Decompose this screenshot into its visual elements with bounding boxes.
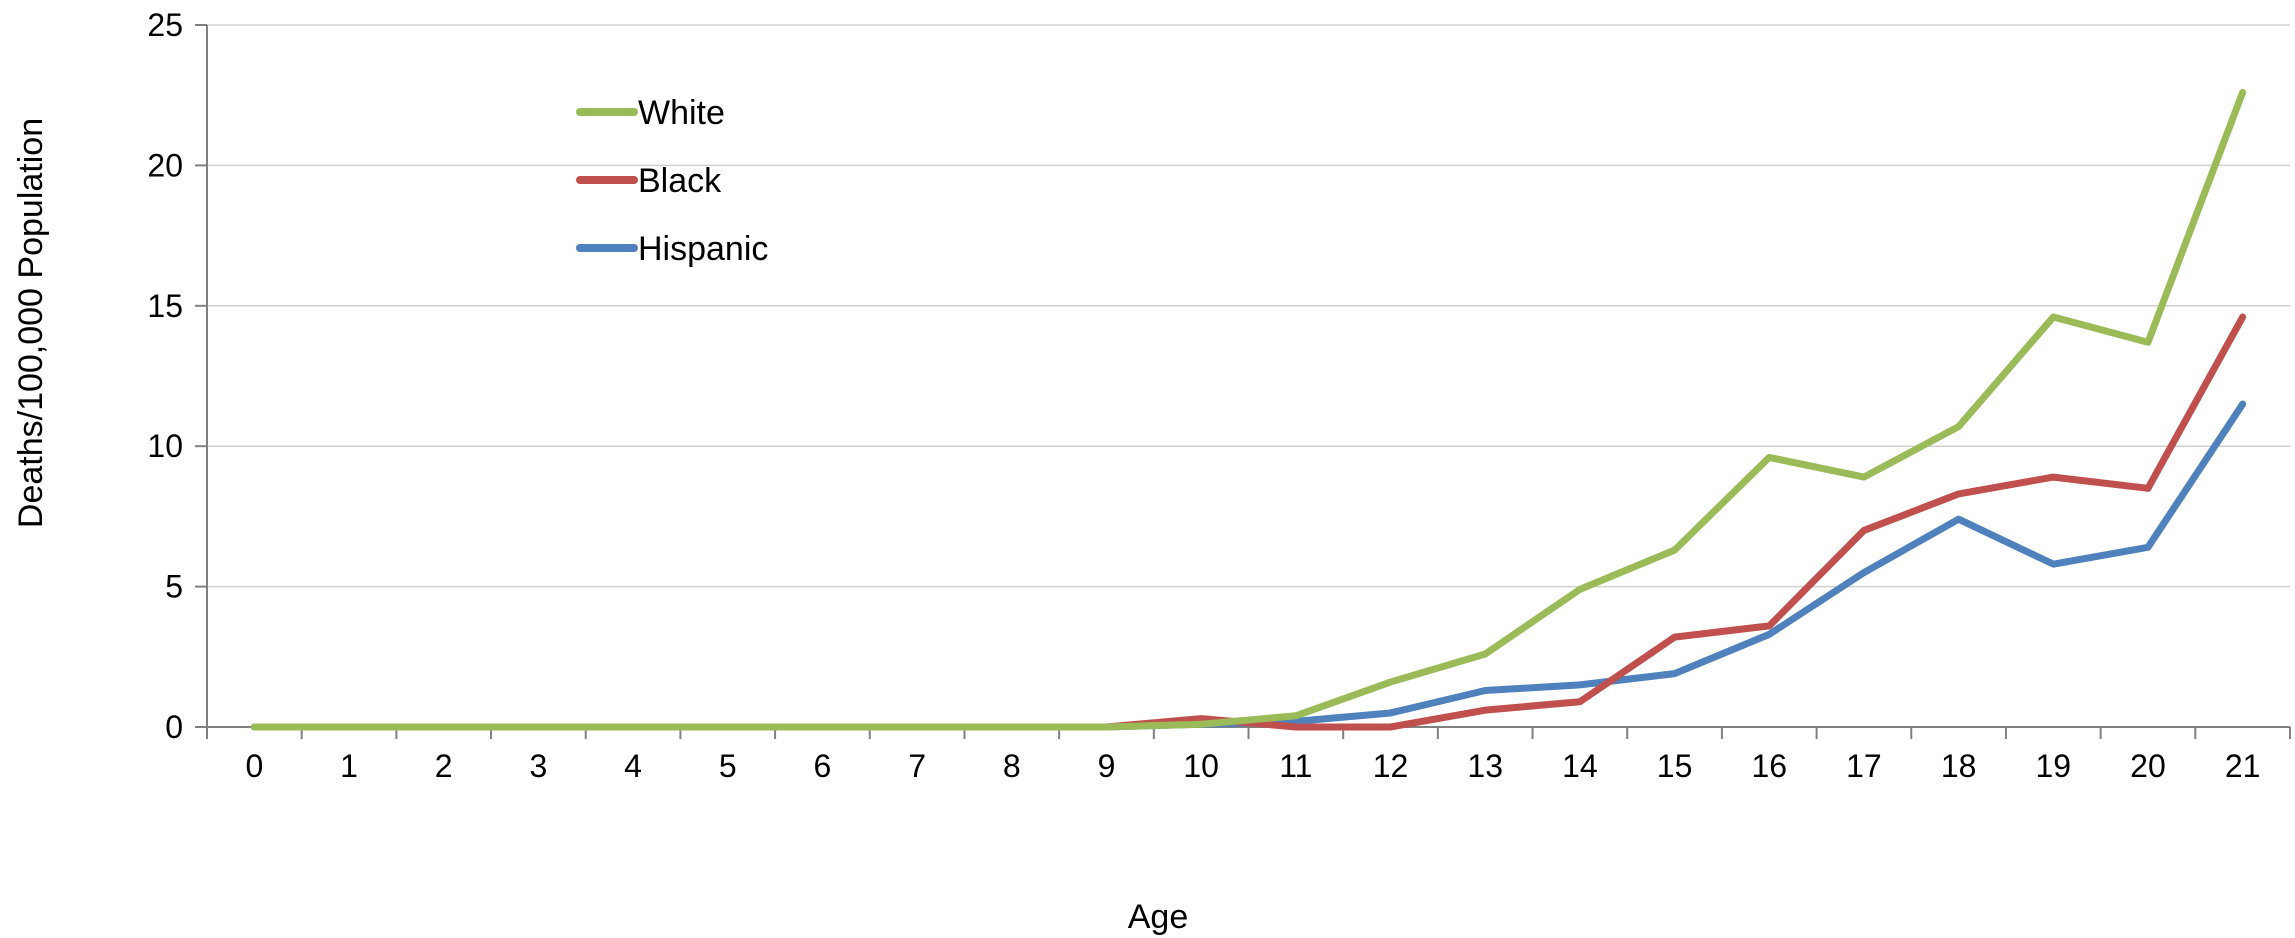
x-tick-label: 13 — [1467, 748, 1503, 784]
y-tick-label: 5 — [165, 569, 183, 605]
series-line-hispanic — [250, 400, 2247, 731]
y-axis-ticks: 0 5 10 15 20 25 — [147, 7, 207, 745]
x-tick-label: 20 — [2130, 748, 2166, 784]
x-tick-label: 19 — [2035, 748, 2071, 784]
x-tick-label: 21 — [2225, 748, 2261, 784]
gridlines — [207, 24, 2290, 588]
y-tick-label: 10 — [147, 428, 183, 464]
legend-label-hispanic: Hispanic — [638, 230, 768, 268]
x-tick-label: 0 — [245, 748, 263, 784]
x-tick-label: 6 — [814, 748, 832, 784]
x-tick-label: 16 — [1751, 748, 1787, 784]
x-tick-label: 2 — [435, 748, 453, 784]
x-tick-label: 7 — [908, 748, 926, 784]
x-tick-label: 10 — [1183, 748, 1219, 784]
y-tick-label: 25 — [147, 7, 183, 43]
x-tick-label: 9 — [1098, 748, 1116, 784]
y-axis-title: Deaths/100,000 Population — [12, 118, 50, 528]
series-line-white — [250, 88, 2247, 731]
x-tick-label: 4 — [624, 748, 642, 784]
x-tick-label: 11 — [1279, 748, 1312, 784]
x-tick-label: 15 — [1657, 748, 1693, 784]
x-tick-label: 17 — [1846, 748, 1882, 784]
legend-label-black: Black — [638, 162, 722, 200]
x-axis-title: Age — [1128, 898, 1189, 936]
y-tick-label: 20 — [147, 147, 183, 183]
x-tick-label: 5 — [719, 748, 737, 784]
x-tick-label: 14 — [1562, 748, 1598, 784]
x-tick-label: 18 — [1941, 748, 1977, 784]
x-tick-label: 1 — [340, 748, 358, 784]
legend: White Black Hispanic — [576, 94, 768, 268]
x-tick-label: 3 — [529, 748, 547, 784]
series-line-black — [250, 313, 2247, 731]
legend-label-white: White — [638, 94, 725, 132]
axes — [206, 25, 2290, 728]
y-tick-label: 0 — [165, 709, 183, 745]
x-tick-label: 8 — [1003, 748, 1021, 784]
x-axis-ticks: 0 1 2 3 4 5 6 7 8 9 10 11 12 13 14 15 16 17 18 19 20 21 — [206, 727, 2291, 784]
series-lines — [250, 88, 2247, 731]
y-tick-label: 15 — [147, 288, 183, 324]
x-tick-label: 12 — [1373, 748, 1409, 784]
